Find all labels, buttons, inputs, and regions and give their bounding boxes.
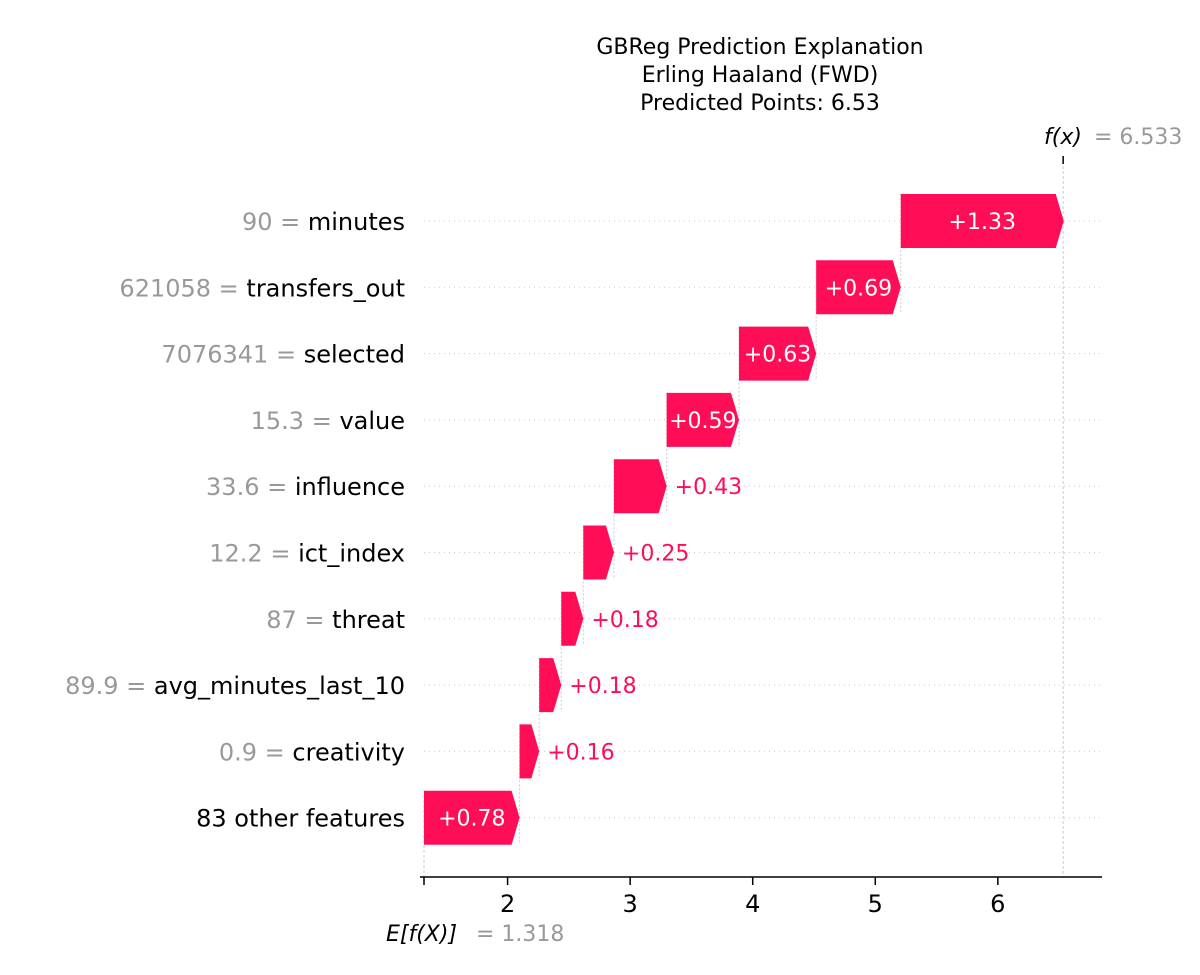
x-tick-label: 4 xyxy=(745,890,760,918)
feature-label: 90 = minutes xyxy=(242,208,405,236)
feature-value: 621058 = xyxy=(119,274,246,302)
feature-label: 15.3 = value xyxy=(251,407,405,435)
contribution-bar xyxy=(561,591,584,646)
feature-name: transfers_out xyxy=(246,274,405,302)
feature-label: 87 = threat xyxy=(266,606,405,634)
base-value-text: = 1.318 xyxy=(476,922,564,947)
feature-name: influence xyxy=(295,473,405,501)
feature-label: 33.6 = influence xyxy=(206,473,405,501)
title-line-3: Predicted Points: 6.53 xyxy=(640,91,880,116)
feature-label: 621058 = transfers_out xyxy=(119,274,405,302)
contribution-label: +0.18 xyxy=(591,608,658,633)
title-line-2: Erling Haaland (FWD) xyxy=(642,63,879,88)
contribution-label: +0.25 xyxy=(622,542,689,567)
feature-name: threat xyxy=(332,606,405,634)
contribution-bar xyxy=(666,392,739,447)
feature-name: selected xyxy=(304,341,405,369)
feature-name: value xyxy=(339,407,405,435)
x-axis: 2 3 4 5 6 xyxy=(420,876,1102,918)
contribution-label: +0.18 xyxy=(569,674,636,699)
contribution-label: +0.69 xyxy=(825,276,892,301)
feature-value: 7076341 = xyxy=(161,341,303,369)
contribution-label: +0.16 xyxy=(547,740,614,765)
feature-label: 0.9 = creativity xyxy=(219,738,405,766)
feature-label: 89.9 = avg_minutes_last_10 xyxy=(65,672,405,700)
contribution-bar xyxy=(583,525,614,580)
feature-value: 87 = xyxy=(266,606,332,634)
contribution-bar xyxy=(539,658,562,713)
contribution-bar xyxy=(900,194,1064,248)
feature-value: 0.9 = xyxy=(219,738,293,766)
contribution-label: +0.43 xyxy=(675,475,742,500)
feature-name: minutes xyxy=(308,208,405,236)
output-label: f(x) xyxy=(1044,125,1082,150)
feature-value: 12.2 = xyxy=(209,540,298,568)
contribution-label: +0.63 xyxy=(744,343,811,368)
feature-name: creativity xyxy=(292,738,405,766)
x-tick-label: 5 xyxy=(868,890,883,918)
contribution-label: +0.78 xyxy=(438,807,505,832)
chart-title: GBReg Prediction Explanation Erling Haal… xyxy=(596,35,923,116)
feature-value: 15.3 = xyxy=(251,407,340,435)
contribution-bars: +1.33 +0.69 +0.63 +0.59 +0.43 +0.25 +0.18 +0.18… xyxy=(424,194,1064,845)
feature-value: 33.6 = xyxy=(206,473,295,501)
feature-labels: 90 = minutes 621058 = transfers_out 707634… xyxy=(65,208,405,833)
x-tick-label: 2 xyxy=(500,890,515,918)
contribution-label: +1.33 xyxy=(949,210,1016,235)
feature-label: 83 other features xyxy=(196,805,405,833)
feature-label: 7076341 = selected xyxy=(161,341,405,369)
feature-name: ict_index xyxy=(298,540,405,568)
x-tick-label: 3 xyxy=(623,890,638,918)
contribution-bar xyxy=(816,260,901,315)
feature-value: 90 = xyxy=(242,208,308,236)
feature-name: avg_minutes_last_10 xyxy=(154,672,405,700)
x-tick-label: 6 xyxy=(990,890,1005,918)
contribution-bar xyxy=(613,459,667,514)
feature-name: 83 other features xyxy=(196,805,405,833)
title-line-1: GBReg Prediction Explanation xyxy=(596,35,923,60)
contribution-bar xyxy=(424,790,520,845)
output-annotation: f(x) = 6.533 xyxy=(1044,125,1182,150)
contribution-label: +0.59 xyxy=(669,409,736,434)
contribution-bar xyxy=(519,724,540,779)
output-value-text: = 6.533 xyxy=(1094,125,1182,150)
contribution-bar xyxy=(738,326,817,381)
base-annotation: E[f(X)] = 1.318 xyxy=(386,922,564,947)
base-label: E[f(X)] xyxy=(386,922,457,947)
feature-label: 12.2 = ict_index xyxy=(209,540,405,568)
feature-value: 89.9 = xyxy=(65,672,154,700)
